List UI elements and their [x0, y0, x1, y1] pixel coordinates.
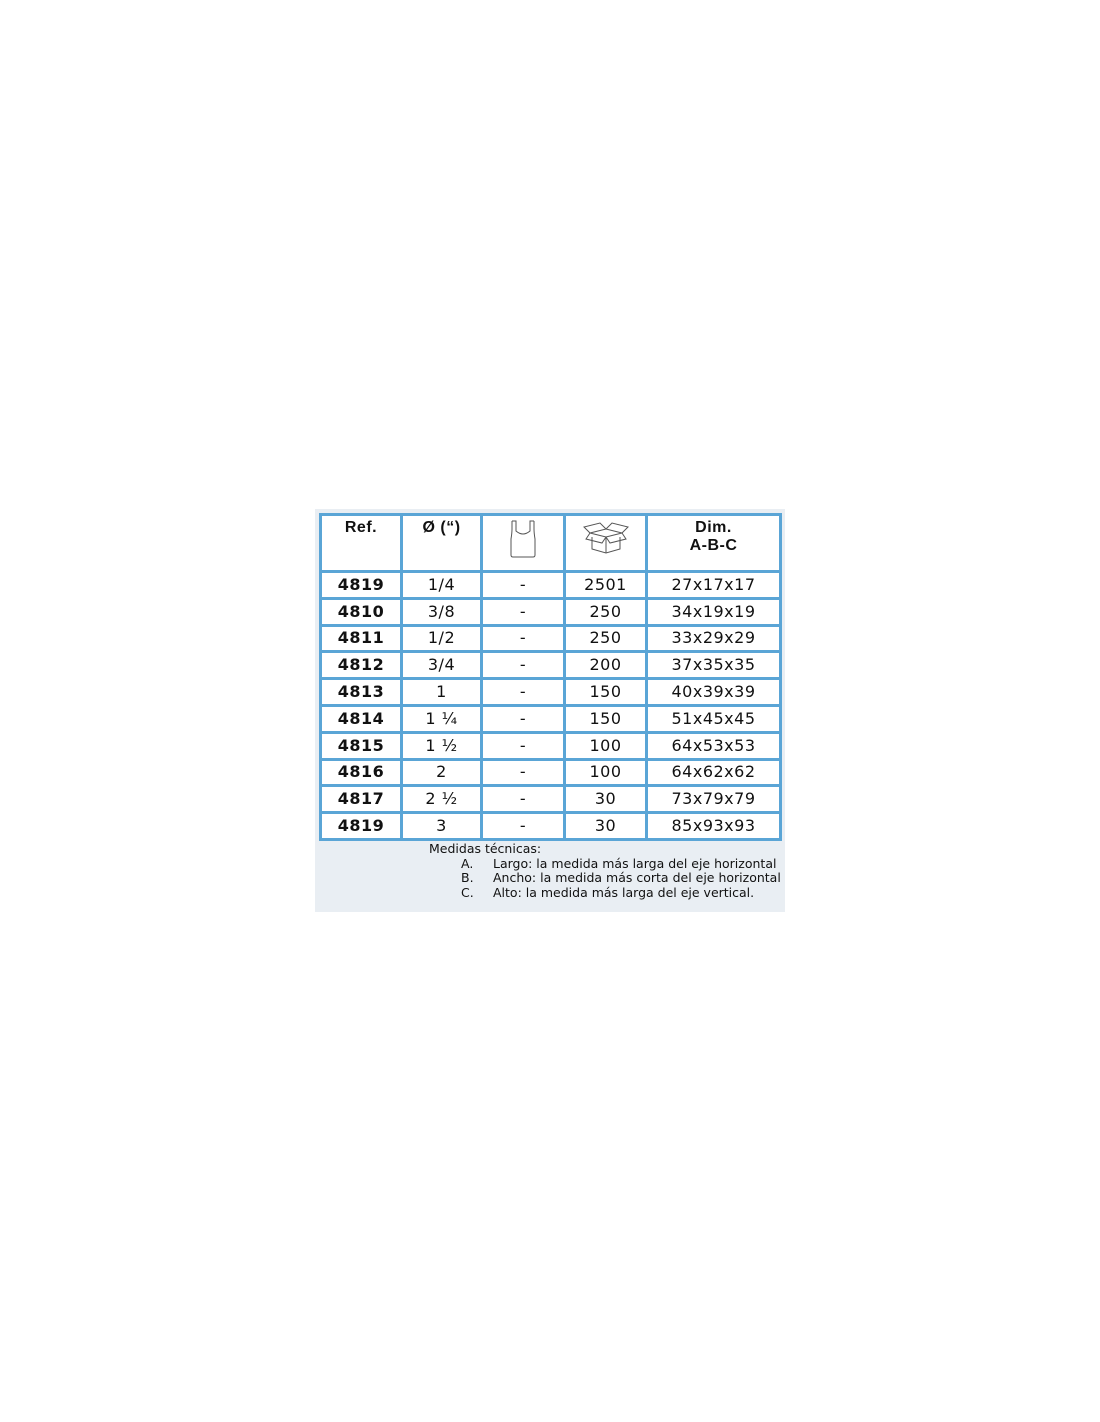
note-item: B. Ancho: la medida más corta del eje hor… — [429, 871, 781, 886]
cell-bag: - — [480, 677, 566, 707]
notes-title: Medidas técnicas: — [429, 841, 542, 856]
cell-dimensions: 33x29x29 — [645, 623, 782, 654]
cell-box-qty: 250 — [563, 623, 648, 654]
table-row: 4812 3/4-200 37x35x35 — [319, 650, 782, 681]
cell-box-qty: 2501 — [563, 570, 648, 600]
cell-ref: 4819 — [319, 811, 403, 841]
note-item: C. Alto: la medida más larga del eje vert… — [429, 884, 781, 901]
cell-dimensions: 64x53x53 — [645, 730, 782, 761]
header-ref: Ref. — [319, 513, 403, 573]
cell-dimensions: 64x62x62 — [645, 757, 782, 788]
note-letter: B. — [461, 870, 474, 886]
header-box — [563, 513, 648, 573]
cell-bag: - — [480, 703, 566, 734]
cell-ref: 4815 — [319, 730, 403, 761]
cell-diameter: 2 ½ — [400, 784, 483, 815]
header-dimensions: Dim. A-B-C — [645, 513, 782, 573]
cell-ref: 4811 — [319, 623, 403, 654]
note-text: Alto: la medida más larga del eje vertic… — [493, 884, 755, 900]
cell-bag: - — [480, 570, 566, 600]
cell-box-qty: 100 — [563, 757, 648, 788]
technical-notes: Medidas técnicas: A. Largo: la medida más… — [429, 841, 781, 901]
cell-box-qty: 30 — [563, 784, 648, 815]
cell-dimensions: 73x79x79 — [645, 784, 782, 815]
cell-dimensions: 85x93x93 — [645, 811, 782, 841]
cell-ref: 4816 — [319, 757, 403, 788]
cell-dimensions: 37x35x35 — [645, 650, 782, 681]
cell-diameter: 3/4 — [400, 650, 483, 681]
table-row: 4819 1/4-2501 27x17x17 — [319, 570, 782, 600]
cell-diameter: 1/4 — [400, 570, 483, 600]
cell-diameter: 1 — [400, 677, 483, 707]
table-row: 4817 2 ½ -30 73x79x79 — [319, 784, 782, 815]
cell-bag: - — [480, 784, 566, 815]
cell-diameter: 3/8 — [400, 596, 483, 627]
cell-box-qty: 150 — [563, 677, 648, 707]
bag-icon — [510, 520, 536, 558]
cell-bag: - — [480, 730, 566, 761]
cell-bag: - — [480, 757, 566, 788]
cell-ref: 4812 — [319, 650, 403, 681]
table-row: 4819 3-30 85x93x93 — [319, 811, 782, 841]
cell-diameter: 1 ¼ — [400, 703, 483, 734]
cell-ref: 4810 — [319, 596, 403, 627]
cell-diameter: 1 ½ — [400, 730, 483, 761]
note-text: Largo: la medida más larga del eje horiz… — [493, 855, 777, 871]
header-bag — [480, 513, 566, 573]
note-letter: A. — [461, 855, 474, 871]
cell-dimensions: 34x19x19 — [645, 596, 782, 627]
table-row: 4815 1 ½ -100 64x53x53 — [319, 730, 782, 761]
cell-box-qty: 200 — [563, 650, 648, 681]
cell-ref: 4813 — [319, 677, 403, 707]
cell-ref: 4814 — [319, 703, 403, 734]
cell-diameter: 2 — [400, 757, 483, 788]
spec-table: Ref. Ø (“) Dim. A-B-C 4819 1/4-2501 27x17x… — [319, 513, 782, 841]
box-icon — [582, 522, 629, 554]
cell-dimensions: 27x17x17 — [645, 570, 782, 600]
cell-box-qty: 150 — [563, 703, 648, 734]
cell-ref: 4817 — [319, 784, 403, 815]
cell-box-qty: 30 — [563, 811, 648, 841]
cell-bag: - — [480, 650, 566, 681]
table-row: 4814 1 ¼ -150 51x45x45 — [319, 703, 782, 734]
table-header-row: Ref. Ø (“) Dim. A-B-C — [319, 513, 782, 573]
table-row: 4811 1/2-250 33x29x29 — [319, 623, 782, 654]
note-item: A. Largo: la medida más larga del eje hor… — [429, 855, 781, 872]
table-row: 4813 1-150 40x39x39 — [319, 677, 782, 707]
note-letter: C. — [461, 884, 474, 900]
cell-box-qty: 250 — [563, 596, 648, 627]
cell-box-qty: 100 — [563, 730, 648, 761]
cell-diameter: 1/2 — [400, 623, 483, 654]
cell-dimensions: 51x45x45 — [645, 703, 782, 734]
cell-bag: - — [480, 596, 566, 627]
header-dim-line2: A-B-C — [689, 537, 738, 554]
product-spec-panel: Ref. Ø (“) Dim. A-B-C 4819 1/4-2501 27x17x… — [315, 509, 785, 912]
cell-bag: - — [480, 623, 566, 654]
note-text: Ancho: la medida más corta del eje horiz… — [493, 870, 781, 886]
table-row: 4810 3/8-250 34x19x19 — [319, 596, 782, 627]
cell-diameter: 3 — [400, 811, 483, 841]
cell-dimensions: 40x39x39 — [645, 677, 782, 707]
cell-ref: 4819 — [319, 570, 403, 600]
header-diameter: Ø (“) — [400, 513, 483, 573]
header-dim-line1: Dim. — [695, 519, 732, 536]
cell-bag: - — [480, 811, 566, 841]
table-row: 4816 2-100 64x62x62 — [319, 757, 782, 788]
